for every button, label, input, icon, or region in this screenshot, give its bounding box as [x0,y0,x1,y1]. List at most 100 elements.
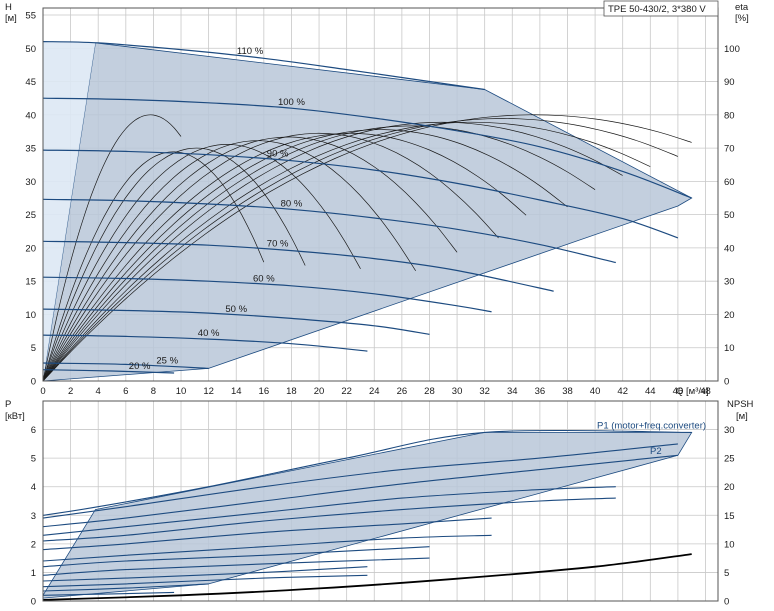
x-tick-label: 28 [424,386,435,397]
power-curve [42,454,678,528]
y-tick-label: 30 [25,177,36,188]
head-curve [42,362,209,369]
npsh-tick-label: 5 [724,568,729,579]
x-tick-label: 2 [68,386,73,397]
head-curve [42,149,679,239]
x-tick-label: 16 [259,386,270,397]
power-curve [42,486,616,536]
x-tick-label: 48 [700,386,711,397]
head-curve [42,276,492,313]
power-curve [42,443,678,519]
lower-plot-frame [42,400,719,602]
power-curve [42,591,175,596]
power-curve [42,497,616,542]
p2-label: P2 [650,446,662,457]
x-tick-label: 24 [369,386,380,397]
efficiency-curve [42,114,182,382]
efficiency-curve [42,118,679,382]
y2-tick-label: 10 [724,343,735,354]
p-tick-label: 2 [31,539,36,550]
x-tick-label: 4 [96,386,101,397]
x-tick-label: 20 [314,386,325,397]
x-tick-label: 8 [151,386,156,397]
head-curve [42,369,175,374]
y2-tick-label: 0 [724,377,729,388]
x-tick-label: 10 [176,386,187,397]
efficiency-curve [42,132,499,382]
y2-tick-label: 90 [724,77,735,88]
y2-tick-label: 60 [724,177,735,188]
power-curve [42,583,209,592]
x-tick-label: 36 [535,386,546,397]
npsh-tick-label: 25 [724,454,735,465]
power-curve [42,429,692,516]
npsh-curve [42,553,692,601]
y-right-axis-unit-lower: [м] [736,411,748,422]
y2-tick-label: 50 [724,210,735,221]
x-tick-label: 12 [203,386,214,397]
efficiency-curve [42,125,596,382]
y2-tick-label: 100 [724,44,740,55]
operating-region-lower [42,432,693,599]
y-tick-label: 5 [31,343,36,354]
x-tick-label: 14 [231,386,242,397]
y-tick-label: 25 [25,210,36,221]
efficiency-curve [42,140,416,382]
npsh-tick-label: 20 [724,482,735,493]
operating-region-upper-light [43,41,96,381]
y-tick-label: 45 [25,77,36,88]
p1-label: P1 (motor+freq.converter) [597,420,706,431]
power-curve [42,557,430,576]
p-tick-label: 5 [31,454,36,465]
speed-label: 110 % [237,46,264,57]
head-efficiency-plot: 110 %100 %90 %80 %70 %60 %50 %40 %25 %20… [5,0,749,397]
head-curve [42,198,616,264]
efficiency-curve [42,114,692,382]
efficiency-curve [42,121,623,382]
speed-label: 70 % [267,239,289,250]
speed-label: 90 % [267,149,289,160]
head-curve [42,334,368,352]
x-tick-label: 34 [507,386,518,397]
y2-tick-label: 20 [724,310,735,321]
speed-label: 60 % [253,273,275,284]
x-tick-label: 42 [617,386,628,397]
p-tick-label: 4 [31,482,36,493]
y-right-axis-label: eta [735,2,749,13]
efficiency-curve [42,121,651,382]
power-curve [42,546,430,568]
speed-label: 40 % [198,328,220,339]
y-tick-label: 50 [25,44,36,55]
head-curve [42,97,692,199]
x-axis-label: Q [м³/ч] [676,386,709,397]
speed-label: 25 % [156,355,178,366]
y-tick-label: 20 [25,243,36,254]
y-tick-label: 15 [25,277,36,288]
y-tick-label: 55 [25,11,36,22]
y2-tick-label: 80 [724,110,735,121]
p-tick-label: 0 [31,597,36,608]
y-left-axis-label-lower: P [5,399,11,410]
y2-tick-label: 70 [724,144,735,155]
npsh-tick-label: 30 [724,425,735,436]
x-tick-label: 32 [479,386,490,397]
efficiency-curve [42,144,361,382]
x-tick-label: 18 [286,386,297,397]
power-curve [42,566,368,582]
y-left-axis-unit: [м] [5,13,17,24]
x-tick-label: 38 [562,386,573,397]
x-tick-label: 40 [590,386,601,397]
efficiency-curve [42,151,265,382]
npsh-tick-label: 15 [724,511,735,522]
power-curve [42,534,492,562]
x-tick-label: 6 [123,386,128,397]
p-tick-label: 6 [31,425,36,436]
y2-tick-label: 40 [724,243,735,254]
npsh-tick-label: 0 [724,597,729,608]
power-curve [42,574,368,588]
speed-label: 100 % [278,97,305,108]
x-tick-label: 30 [452,386,463,397]
model-title-box: TPE 50-430/2, 3*380 V [603,0,719,17]
y-right-axis-unit: [%] [735,13,749,24]
